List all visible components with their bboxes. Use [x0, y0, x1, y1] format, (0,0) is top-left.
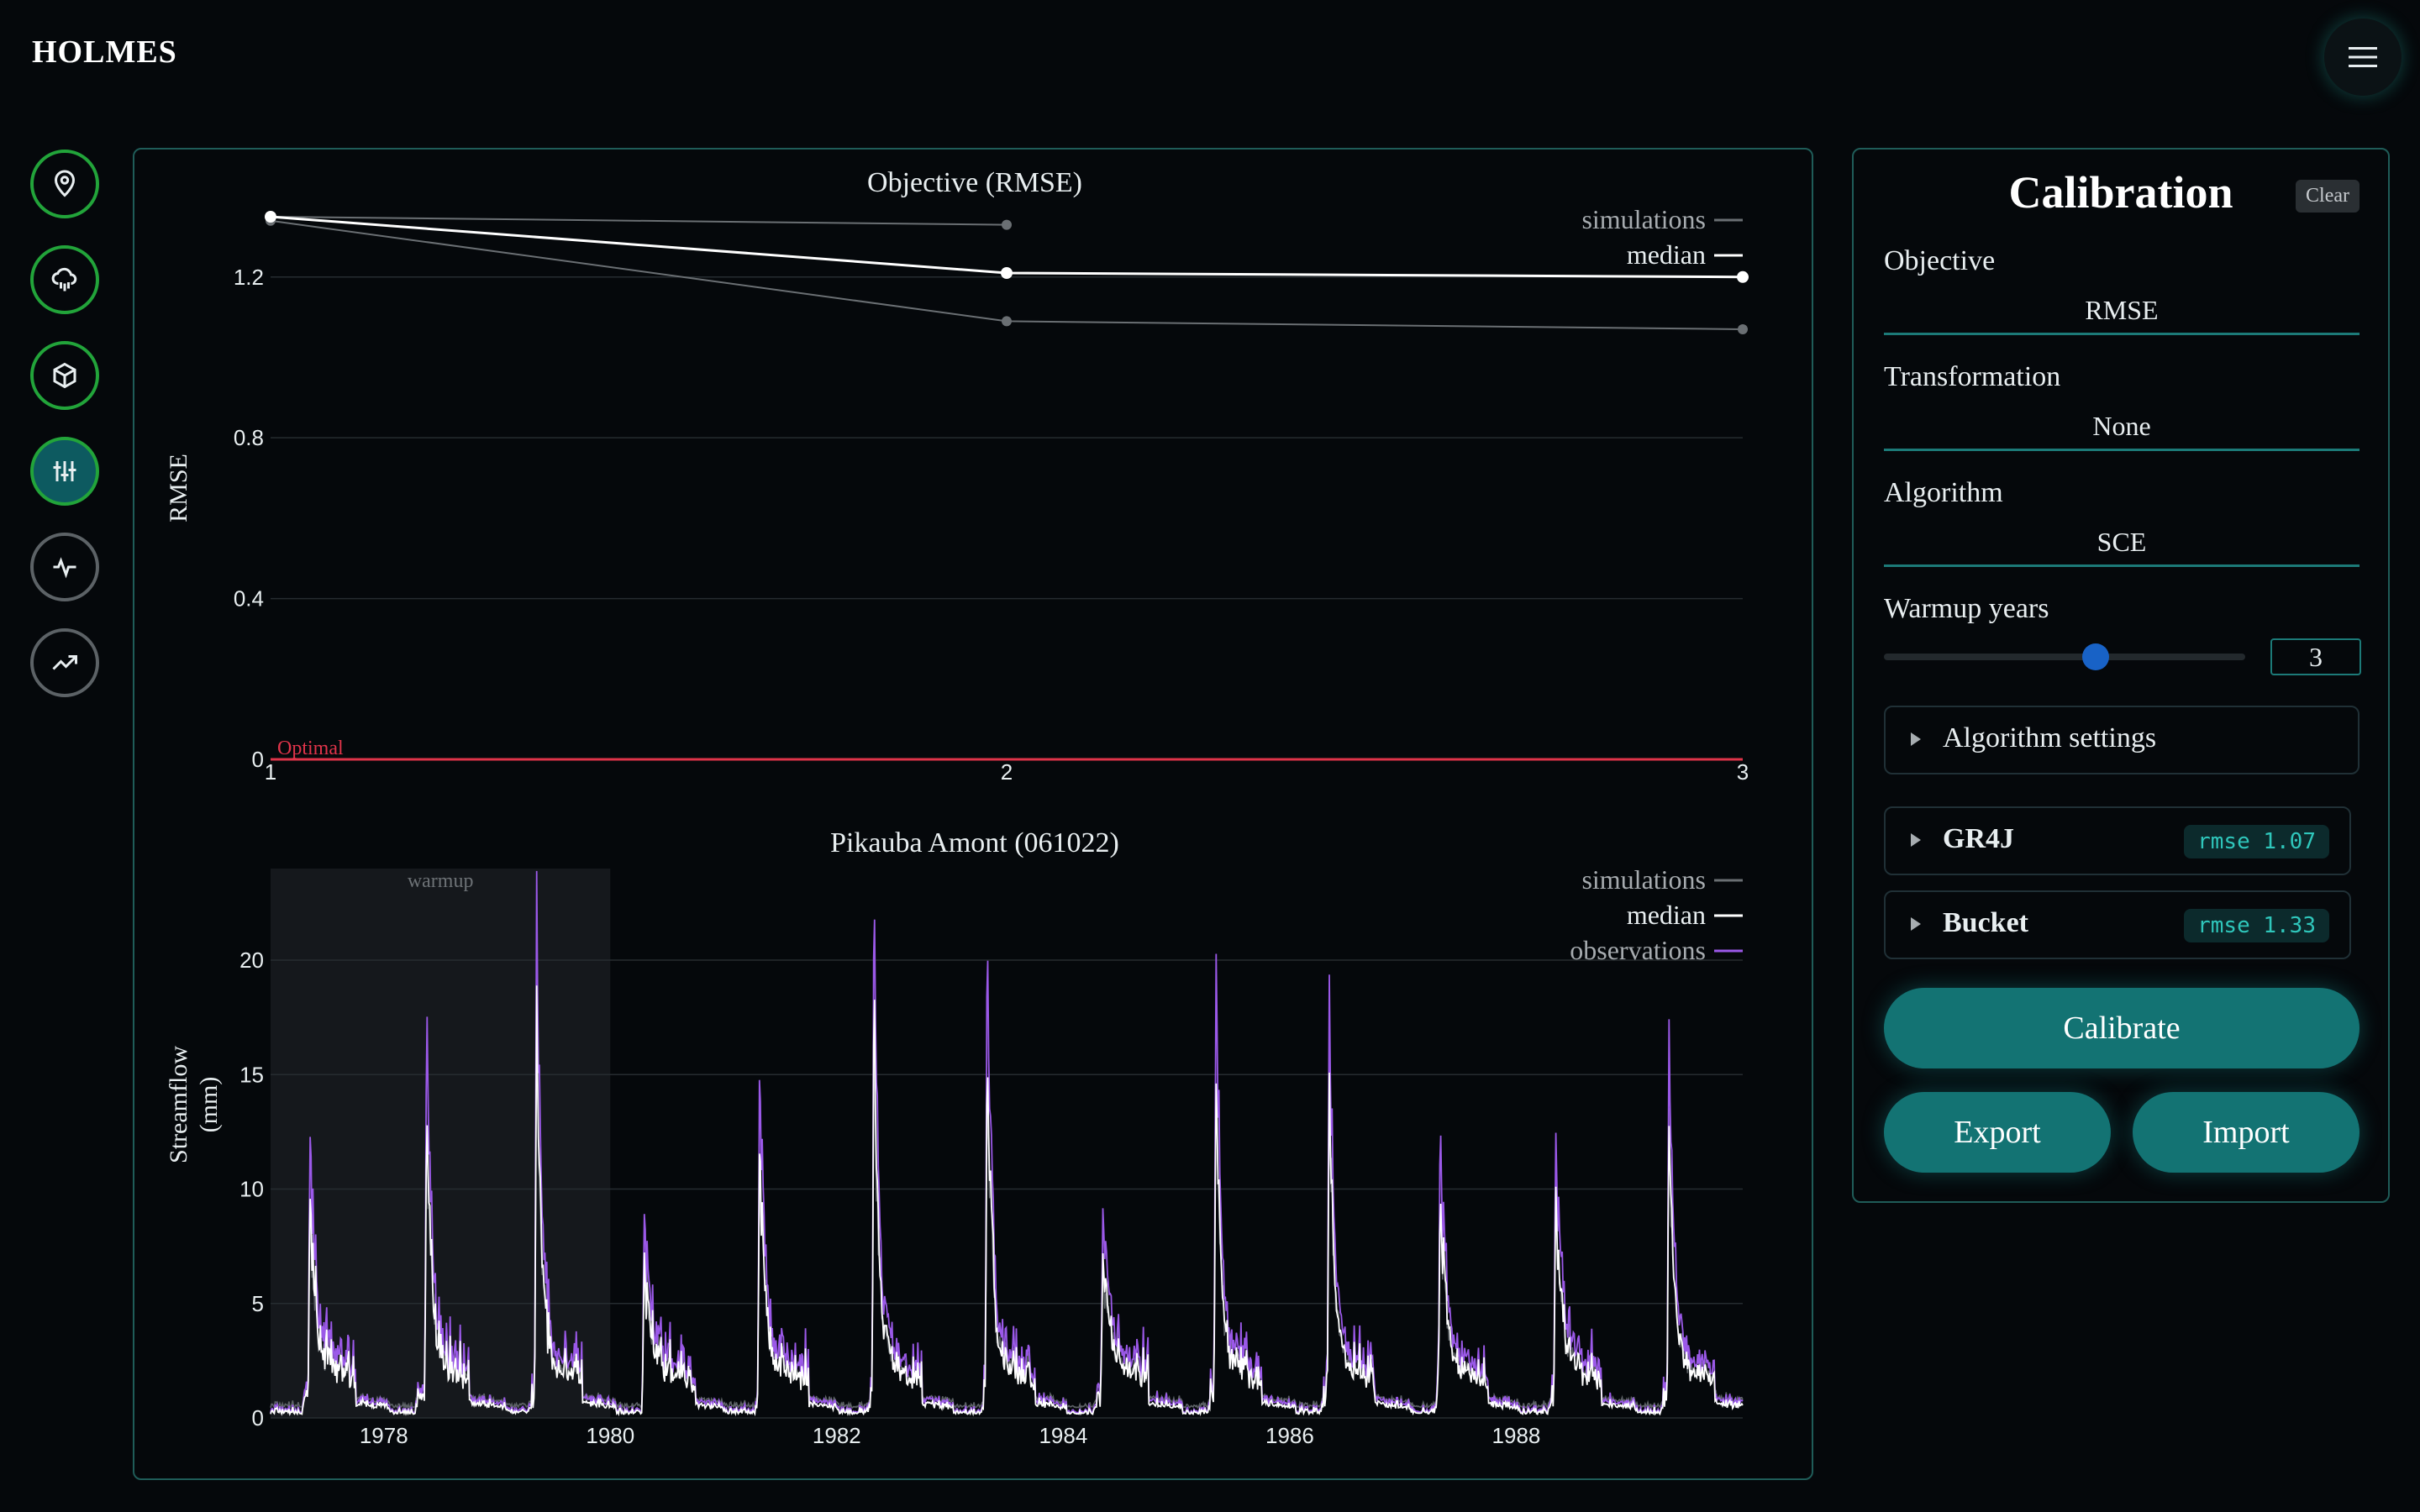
cube-icon: [53, 362, 76, 389]
transformation-label: Transformation: [1884, 361, 2061, 392]
calibration-title: Calibration: [2008, 167, 2233, 218]
y-tick-label: 0.8: [234, 425, 264, 450]
clear-button[interactable]: Clear: [2296, 180, 2360, 213]
algorithm-settings-label: Algorithm settings: [1943, 722, 2157, 753]
calibrate-button[interactable]: Calibrate: [1884, 988, 2360, 1068]
algorithm-select[interactable]: SCE: [1884, 519, 2360, 567]
activity-icon: [53, 557, 76, 579]
warmup-label: Warmup years: [1884, 593, 2049, 624]
x-tick-label: 1980: [586, 1423, 634, 1448]
median-point: [1001, 266, 1013, 279]
y-tick-label: 15: [239, 1062, 264, 1087]
hamburger-menu-icon: [2349, 47, 2377, 67]
x-tick-label: 1984: [1039, 1423, 1087, 1448]
export-button[interactable]: Export: [1884, 1092, 2111, 1173]
x-tick-label: 1: [265, 759, 276, 785]
warmup-label: warmup: [408, 870, 474, 892]
x-tick-label: 1986: [1265, 1423, 1314, 1448]
x-tick-label: 2: [1001, 759, 1013, 785]
legend-label: simulations: [1581, 864, 1706, 895]
y-tick-label: 1.2: [234, 265, 264, 290]
y-tick-label: 0: [252, 747, 264, 772]
nav-location-button[interactable]: [30, 150, 99, 218]
nav-calibration-button[interactable]: [30, 437, 99, 506]
objective-select[interactable]: RMSE: [1884, 287, 2360, 335]
median-line: [270, 985, 1744, 1417]
objective-label: Objective: [1884, 245, 1996, 276]
warmup-years-input[interactable]: 3: [2270, 638, 2361, 675]
y-tick-label: 0: [252, 1405, 264, 1431]
algorithm-settings-toggle[interactable]: Algorithm settings: [1884, 706, 2360, 774]
trending-up-icon: [52, 655, 77, 670]
model-name: Bucket: [1943, 907, 2028, 938]
simulation-point: [1002, 219, 1012, 230]
expand-triangle-icon: [1911, 917, 1921, 931]
y-tick-label: 0.4: [234, 586, 264, 612]
y-tick-label: 5: [252, 1291, 264, 1316]
simulation-point: [1002, 316, 1012, 327]
nav-hydro-data-button[interactable]: [30, 245, 99, 314]
menu-button[interactable]: [2324, 18, 2402, 96]
warmup-slider-track[interactable]: [1884, 654, 2245, 660]
nav-model-button[interactable]: [30, 341, 99, 410]
expand-triangle-icon: [1911, 732, 1921, 746]
chart-title: Pikauba Amont (061022): [830, 827, 1119, 858]
map-pin-icon: [54, 170, 76, 197]
nav-simulation-button[interactable]: [30, 533, 99, 601]
y-tick-label: 10: [239, 1177, 264, 1202]
optimal-label: Optimal: [277, 738, 344, 759]
calibration-panel: Calibration Clear Objective RMSE Transfo…: [1852, 148, 2390, 1203]
nav-projection-button[interactable]: [30, 628, 99, 697]
warmup-slider-thumb[interactable]: [2082, 643, 2109, 670]
app-logo: HOLMES: [32, 34, 177, 70]
chart-title: Objective (RMSE): [867, 167, 1082, 198]
plots-svg: Objective (RMSE) RMSE 0 0.4 0.8 1.2 1 2 3 Optimal…: [165, 167, 1749, 1448]
simulation-point: [1738, 323, 1748, 334]
algorithm-label: Algorithm: [1884, 477, 2003, 508]
median-point: [265, 211, 276, 223]
x-tick-label: 1978: [360, 1423, 408, 1448]
model-bucket-toggle[interactable]: Bucket rmse 1.33: [1884, 890, 2351, 959]
plot-panel: Objective (RMSE) RMSE 0 0.4 0.8 1.2 1 2 3 Optimal…: [133, 148, 1813, 1480]
rmse-badge: rmse 1.07: [2184, 825, 2329, 858]
legend-label: simulations: [1581, 204, 1706, 234]
x-tick-label: 3: [1737, 759, 1749, 785]
y-tick-label: 20: [239, 948, 264, 973]
sliders-icon: [53, 461, 76, 481]
median-point: [1737, 270, 1749, 283]
simulation-line: [270, 216, 1007, 226]
expand-triangle-icon: [1911, 833, 1921, 847]
model-gr4j-toggle[interactable]: GR4J rmse 1.07: [1884, 806, 2351, 875]
x-tick-label: 1988: [1492, 1423, 1541, 1448]
cloud-rain-icon: [51, 267, 77, 291]
legend-label: observations: [1570, 935, 1706, 965]
model-name: GR4J: [1943, 823, 2014, 854]
x-tick-label: 1982: [813, 1423, 861, 1448]
y-axis-label: Streamflow (mm): [165, 1046, 223, 1163]
transformation-select[interactable]: None: [1884, 403, 2360, 451]
y-axis-label: RMSE: [165, 454, 192, 522]
import-button[interactable]: Import: [2133, 1092, 2360, 1173]
legend-label: median: [1627, 239, 1706, 270]
legend-label: median: [1627, 900, 1706, 930]
rmse-badge: rmse 1.33: [2184, 909, 2329, 942]
